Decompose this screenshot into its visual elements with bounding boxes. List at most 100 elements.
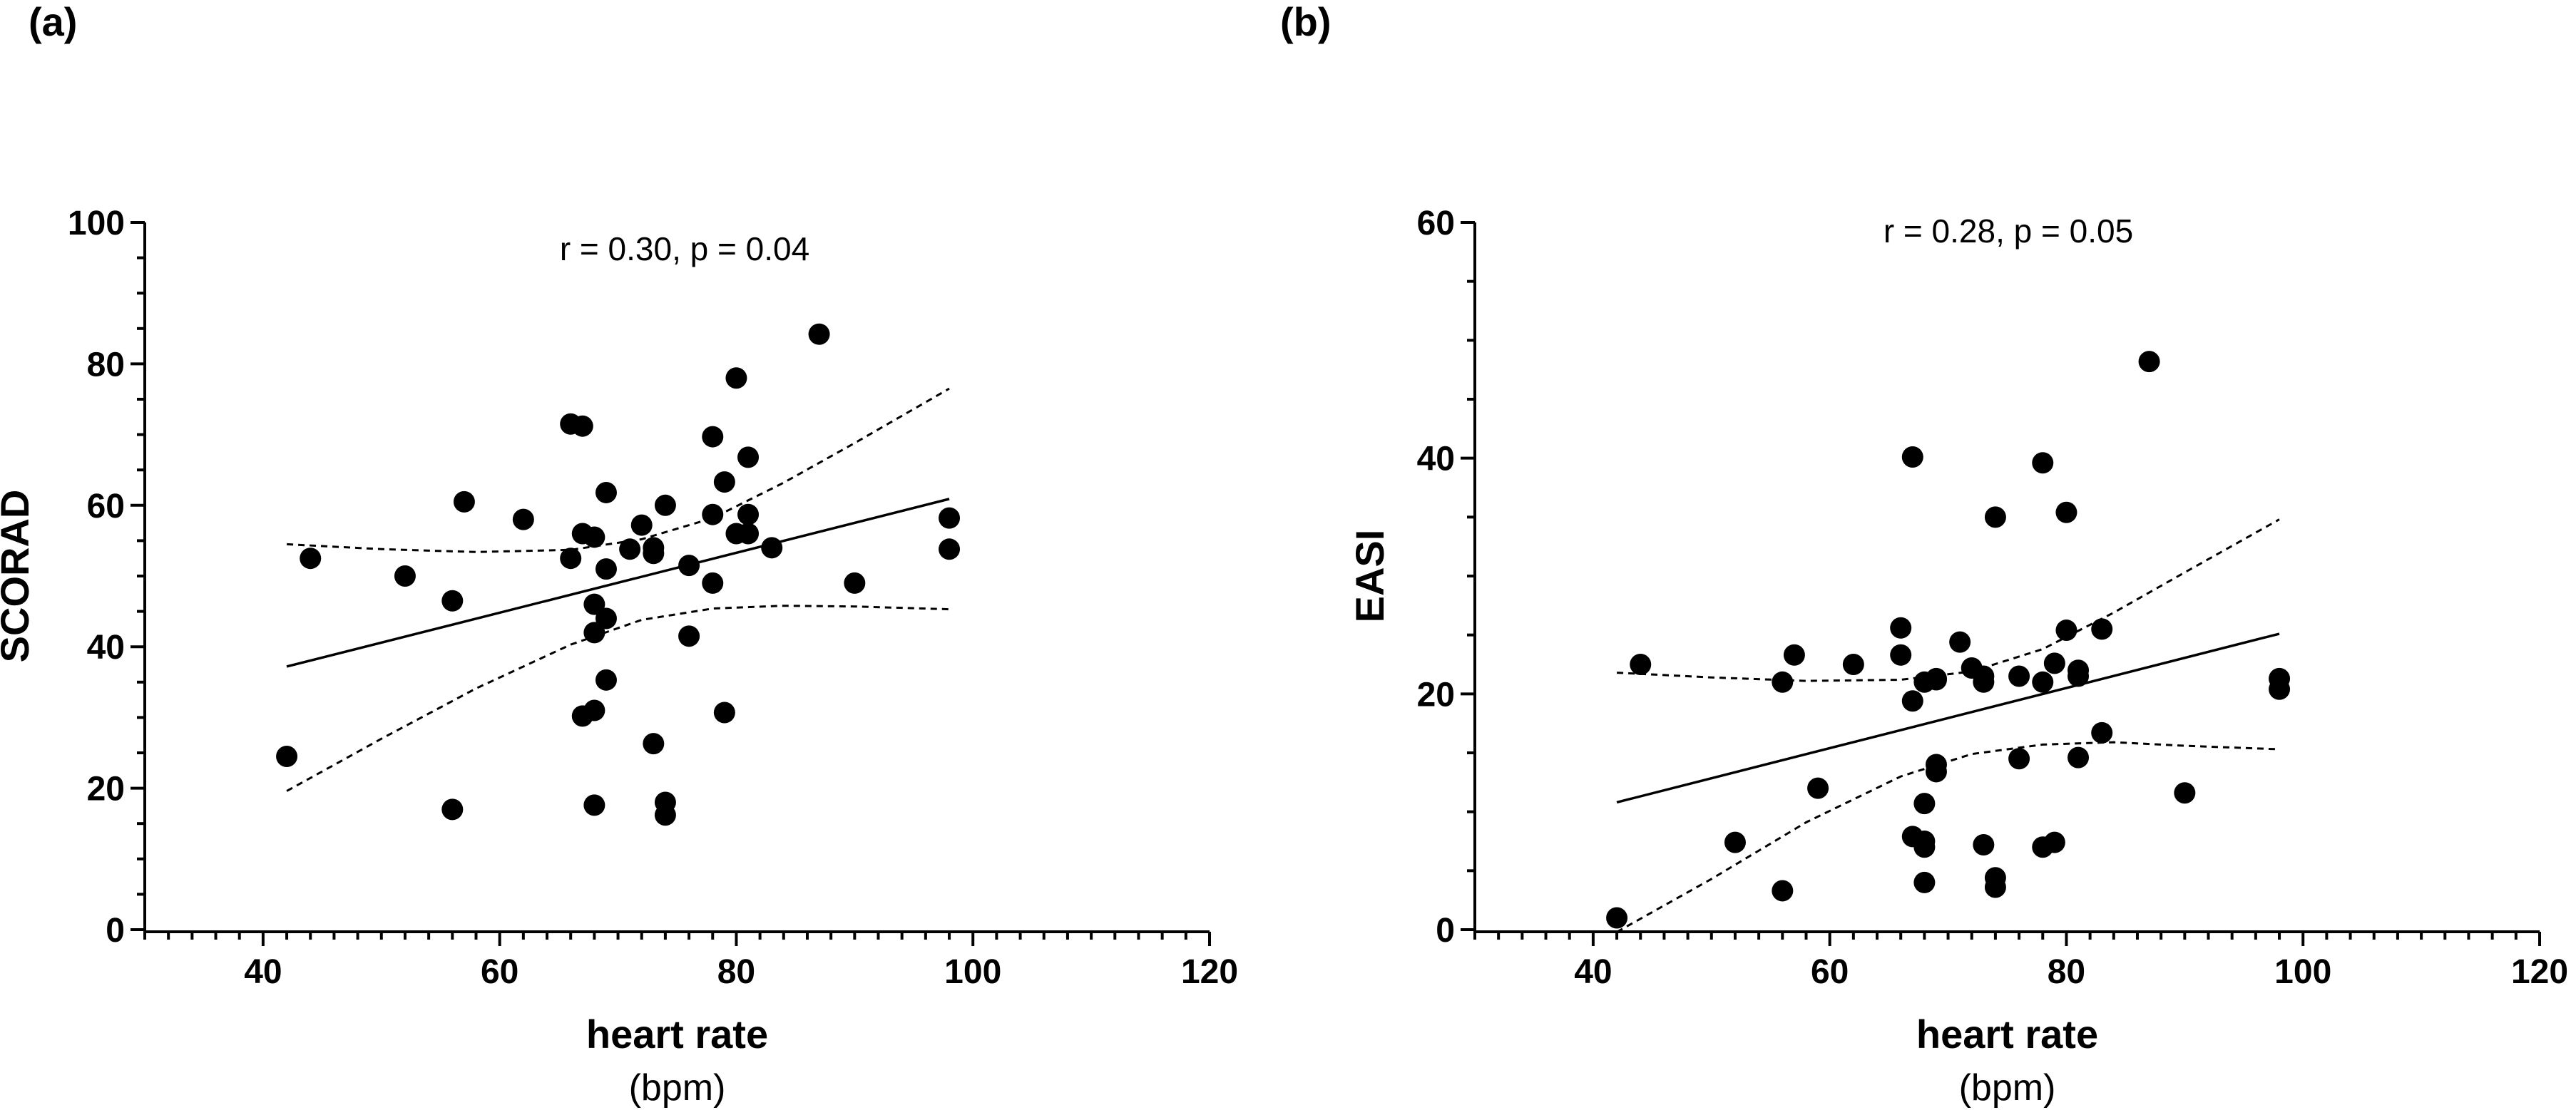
- x-tick-label: 120: [1181, 953, 1238, 991]
- y-tick-label: 40: [1417, 441, 1455, 478]
- data-point: [643, 543, 665, 565]
- data-point: [1890, 644, 1912, 666]
- data-point: [939, 538, 961, 560]
- x-axis-title: heart rate: [586, 1012, 768, 1057]
- data-point: [2032, 452, 2054, 474]
- data-point: [654, 494, 676, 516]
- data-point: [571, 415, 593, 437]
- data-point: [844, 572, 866, 594]
- y-tick-label: 0: [1436, 912, 1455, 950]
- data-point: [678, 625, 700, 647]
- data-point: [1913, 836, 1936, 858]
- data-point: [1724, 831, 1746, 853]
- data-point: [1984, 876, 2006, 898]
- data-point: [2043, 652, 2065, 674]
- data-point: [441, 590, 464, 612]
- correlation-annotation: r = 0.28, p = 0.05: [1884, 212, 2133, 250]
- x-axis-title: heart rate: [1916, 1012, 2098, 1057]
- panel-label: (b): [1280, 0, 1332, 44]
- data-point: [583, 526, 605, 548]
- y-tick-label: 40: [87, 629, 125, 667]
- data-point: [2055, 501, 2077, 523]
- data-point: [1973, 671, 1995, 693]
- data-point: [1949, 631, 1971, 653]
- data-point: [2138, 351, 2160, 373]
- ci-lower-curve: [286, 605, 950, 792]
- data-point: [441, 798, 464, 821]
- data-point: [713, 702, 735, 724]
- x-tick-label: 80: [717, 953, 755, 991]
- data-point: [1890, 617, 1912, 639]
- data-point: [1630, 654, 1652, 675]
- x-tick-label: 40: [244, 953, 282, 991]
- panel-label: (a): [29, 0, 77, 44]
- data-point: [2008, 748, 2030, 770]
- x-axis-unit: (bpm): [1959, 1067, 2056, 1109]
- data-point: [643, 733, 665, 755]
- data-point: [1984, 506, 2006, 528]
- data-point: [2055, 620, 2077, 642]
- y-axis-title: EASI: [1347, 530, 1392, 623]
- data-point: [2068, 665, 2090, 687]
- data-point: [939, 507, 961, 529]
- data-point: [1973, 833, 1995, 855]
- x-tick-label: 40: [1574, 953, 1612, 991]
- x-tick-label: 80: [2048, 953, 2085, 991]
- y-tick-label: 60: [1417, 205, 1455, 242]
- data-point: [2174, 782, 2196, 804]
- data-point: [595, 607, 617, 629]
- data-point: [2043, 831, 2065, 853]
- ci-upper-curve: [1617, 518, 2280, 682]
- ci-lower-curve: [1616, 741, 2280, 932]
- data-point: [702, 572, 724, 594]
- data-point: [2032, 671, 2054, 693]
- data-point: [394, 565, 416, 587]
- x-tick-label: 60: [1811, 953, 1849, 991]
- panel-b: (b) 0 20 40 60 40 60 80 100 120 heart rate (bpm) EAS…: [1280, 0, 2568, 1109]
- data-point: [583, 794, 605, 816]
- data-point: [1901, 446, 1923, 468]
- y-tick-label: 60: [87, 488, 125, 525]
- x-tick-label: 100: [2274, 953, 2331, 991]
- regression-line: [1616, 632, 2280, 804]
- data-point: [1606, 907, 1628, 929]
- y-tick-label: 0: [106, 912, 125, 950]
- data-point: [702, 503, 724, 525]
- data-point: [808, 323, 830, 345]
- data-point: [2091, 721, 2113, 744]
- data-point: [737, 503, 760, 525]
- data-point: [2269, 678, 2291, 700]
- y-tick-label: 20: [1417, 676, 1455, 714]
- data-point: [737, 523, 760, 545]
- x-tick-label: 100: [944, 953, 1001, 991]
- data-point: [2008, 665, 2030, 687]
- data-point: [678, 555, 700, 577]
- data-point: [702, 426, 724, 448]
- data-point: [1783, 644, 1805, 666]
- y-tick-label: 80: [87, 346, 125, 384]
- y-axis-title: SCORAD: [0, 490, 37, 663]
- data-point: [1925, 669, 1947, 691]
- data-point: [583, 622, 605, 644]
- data-point: [560, 548, 582, 570]
- data-point: [595, 558, 617, 580]
- data-point: [595, 669, 617, 691]
- panel-a: (a) 0 20 40 60 80 100 40 60 80 100 120 heart rate (bp…: [0, 0, 1238, 1109]
- y-tick-label: 20: [87, 771, 125, 808]
- regression-line: [286, 498, 950, 668]
- data-point: [713, 471, 735, 493]
- data-point: [761, 537, 783, 559]
- ci-upper-curve: [287, 387, 950, 553]
- data-point: [583, 593, 605, 615]
- data-point: [619, 538, 641, 560]
- data-point: [1772, 880, 1794, 902]
- data-point: [1901, 690, 1923, 712]
- data-point: [276, 745, 298, 767]
- data-point: [2068, 746, 2090, 769]
- data-point: [1913, 793, 1936, 815]
- correlation-annotation: r = 0.30, p = 0.04: [560, 230, 809, 267]
- data-point: [300, 548, 322, 570]
- data-point: [453, 490, 475, 513]
- data-point: [1772, 671, 1794, 693]
